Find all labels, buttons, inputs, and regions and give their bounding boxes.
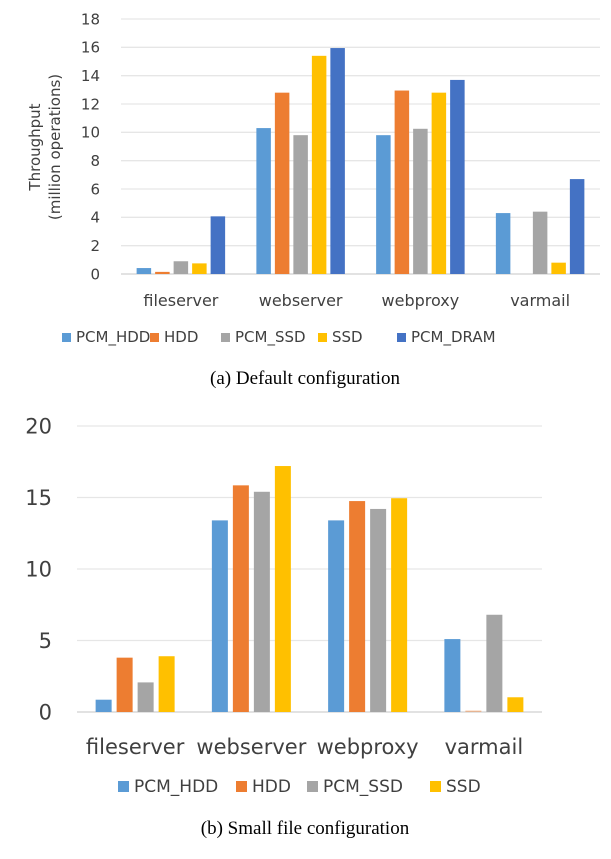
bar-hdd-webproxy xyxy=(349,501,366,712)
y-tick-label: 10 xyxy=(25,557,52,581)
bar-pcm-ssd-webproxy xyxy=(413,128,428,274)
bar-pcm-hdd-fileserver xyxy=(136,268,152,274)
legend-label: PCM_SSD xyxy=(323,777,403,797)
y-tick-label: 6 xyxy=(90,180,100,198)
legend-swatch xyxy=(150,333,159,342)
bar-hdd-webserver xyxy=(232,485,249,712)
y-tick-label: 8 xyxy=(90,152,100,170)
x-tick-label: fileserver xyxy=(143,291,218,310)
bar-pcm-hdd-fileserver xyxy=(95,699,112,712)
bar-pcm-dram-webserver xyxy=(330,48,345,274)
x-tick-label: webserver xyxy=(259,291,343,310)
y-tick-label: 0 xyxy=(90,265,100,283)
bar-ssd-fileserver xyxy=(158,656,175,712)
legend-label: SSD xyxy=(446,777,481,797)
legend-swatch xyxy=(430,781,441,792)
legend-swatch xyxy=(307,781,318,792)
y-tick-label: 12 xyxy=(81,95,100,113)
bar-hdd-fileserver xyxy=(155,271,170,274)
legend-label: PCM_SSD xyxy=(235,328,306,347)
x-tick-label: varmail xyxy=(510,291,570,310)
chart-a-caption: (a) Default configuration xyxy=(210,368,400,389)
bar-hdd-varmail xyxy=(465,710,482,712)
bar-ssd-webserver xyxy=(274,466,291,712)
bar-pcm-ssd-webproxy xyxy=(370,508,387,712)
bar-hdd-webproxy xyxy=(394,90,410,275)
legend-swatch xyxy=(118,781,129,792)
bar-pcm-hdd-webproxy xyxy=(328,520,345,712)
y-tick-label: 4 xyxy=(90,209,100,227)
bar-ssd-varmail xyxy=(551,262,566,274)
chart-b-small-file-configuration: 0 5 10 15 20 fileserver webserver webproxy varma… xyxy=(25,414,542,797)
y-tick-label: 15 xyxy=(25,486,52,510)
legend-label: PCM_HDD xyxy=(76,328,150,347)
chart-a-default-configuration: 0 2 4 6 8 10 12 14 16 18 fileserver webserver webpro… xyxy=(62,10,600,347)
chart-a-y-label: Throughput xyxy=(26,103,44,191)
y-tick-label: 14 xyxy=(81,67,100,85)
legend-swatch xyxy=(318,333,327,342)
bar-pcm-ssd-fileserver xyxy=(137,682,154,712)
bar-ssd-webproxy xyxy=(431,92,447,275)
legend-label: SSD xyxy=(332,328,363,346)
bar-pcm-dram-varmail xyxy=(569,179,585,274)
bar-pcm-hdd-varmail xyxy=(495,213,511,274)
y-tick-label: 2 xyxy=(90,237,100,255)
bar-pcm-ssd-webserver xyxy=(253,491,270,712)
y-tick-label: 5 xyxy=(39,629,52,653)
y-tick-label: 0 xyxy=(39,700,52,724)
bar-pcm-hdd-webproxy xyxy=(376,135,391,274)
x-tick-label: webproxy xyxy=(382,291,460,310)
bar-pcm-hdd-webserver xyxy=(211,520,228,712)
x-tick-label: fileserver xyxy=(86,735,185,759)
legend-label: PCM_HDD xyxy=(134,777,218,797)
bar-pcm-ssd-fileserver xyxy=(173,261,189,274)
bar-ssd-fileserver xyxy=(192,263,207,274)
bar-pcm-hdd-varmail xyxy=(444,639,461,712)
bar-hdd-fileserver xyxy=(116,657,133,712)
legend-swatch xyxy=(236,781,247,792)
bar-pcm-dram-fileserver xyxy=(210,216,226,274)
y-tick-label: 20 xyxy=(25,414,52,438)
bar-ssd-webproxy xyxy=(391,498,408,712)
legend-swatch xyxy=(397,333,406,342)
chart-a-y-label-2: (million operations) xyxy=(46,74,64,220)
bar-pcm-ssd-varmail xyxy=(486,614,503,712)
bar-pcm-dram-webproxy xyxy=(450,79,465,275)
y-tick-label: 18 xyxy=(81,10,100,28)
legend-label: PCM_DRAM xyxy=(411,328,496,347)
legend-label: HDD xyxy=(252,777,291,797)
bar-pcm-ssd-webserver xyxy=(293,135,308,274)
legend-swatch xyxy=(62,333,71,342)
legend-swatch xyxy=(221,333,230,342)
x-tick-label: varmail xyxy=(445,735,524,759)
bar-pcm-hdd-webserver xyxy=(256,128,271,274)
y-tick-label: 16 xyxy=(81,39,100,57)
chart-b-caption: (b) Small file configuration xyxy=(201,818,410,839)
bar-ssd-varmail xyxy=(507,697,524,712)
bar-hdd-webserver xyxy=(274,92,290,275)
bar-pcm-ssd-varmail xyxy=(532,211,548,274)
x-tick-label: webserver xyxy=(196,735,306,759)
legend-label: HDD xyxy=(164,328,198,346)
bar-ssd-webserver xyxy=(311,55,327,275)
x-tick-label: webproxy xyxy=(317,735,419,759)
y-tick-label: 10 xyxy=(81,124,100,142)
